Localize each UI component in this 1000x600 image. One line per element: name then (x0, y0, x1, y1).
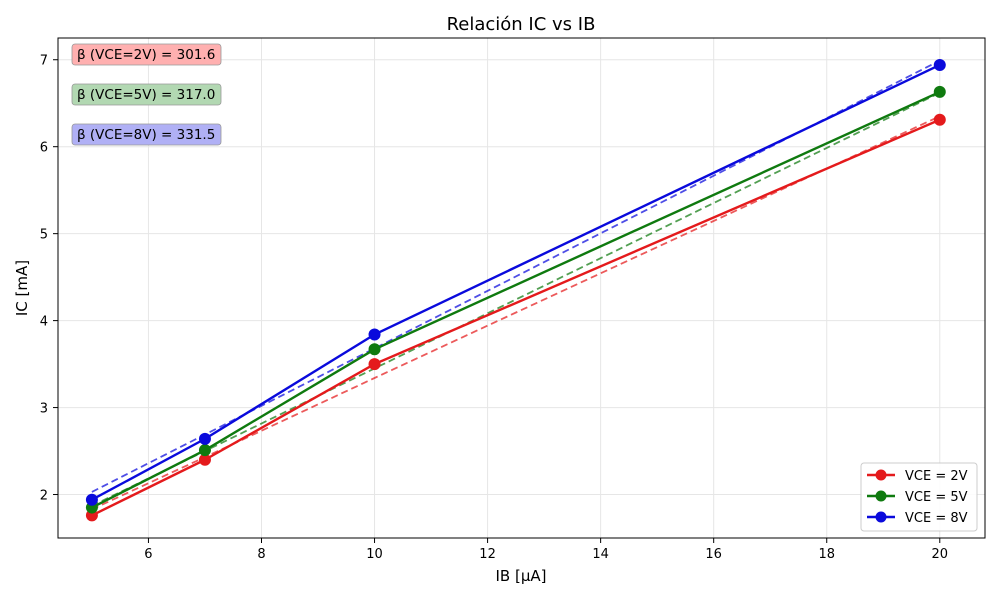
beta-annotations: β (VCE=2V) = 301.6 β (VCE=5V) = 317.0 β (V… (71, 43, 222, 146)
y-tick-label: 3 (40, 402, 48, 417)
y-tick-label: 4 (40, 315, 48, 330)
line-series-1 (91, 90, 941, 509)
data-point-series-1 (198, 444, 211, 457)
data-point-series-0 (368, 358, 381, 371)
legend-swatch-marker (875, 490, 887, 502)
legend-entry: VCE = 5V (905, 490, 968, 505)
x-tick-label: 14 (592, 547, 609, 562)
x-tick-label: 8 (257, 547, 265, 562)
line-series-2 (91, 63, 941, 501)
data-point-series-2 (198, 432, 211, 445)
legend: VCE = 2V VCE = 5V VCE = 8V (860, 462, 978, 532)
legend-box (860, 462, 978, 532)
chart-title: Relación IC vs IB (447, 14, 596, 35)
beta-annotation-text: β (VCE=2V) = 301.6 (77, 47, 215, 63)
x-tick-label: 6 (144, 547, 152, 562)
beta-annotation-text: β (VCE=8V) = 331.5 (77, 127, 215, 143)
x-tick-label: 16 (705, 547, 722, 562)
data-point-series-2 (85, 493, 98, 506)
line-series-0 (91, 118, 941, 517)
beta-annotation-box (71, 83, 222, 106)
fit-lines (91, 59, 941, 511)
fit-line-series-2 (91, 59, 941, 493)
series-lines (91, 63, 941, 517)
legend-entry: VCE = 8V (905, 511, 968, 526)
legend-swatch-marker (875, 469, 887, 481)
x-axis-label: IB [μA] (496, 567, 547, 585)
beta-annotation-text: β (VCE=5V) = 317.0 (77, 87, 215, 103)
x-tick-label: 20 (932, 547, 949, 562)
legend-entry: VCE = 2V (905, 469, 968, 484)
y-tick-label: 5 (40, 228, 48, 243)
x-tick-label: 18 (818, 547, 835, 562)
data-point-series-1 (368, 343, 381, 356)
plot-frame (57, 37, 986, 539)
x-tick-label: 10 (366, 547, 383, 562)
data-point-series-2 (368, 328, 381, 341)
y-tick-label: 7 (40, 54, 48, 69)
data-point-series-0 (198, 453, 211, 466)
grid (58, 38, 985, 538)
y-axis-label: IC [mA] (13, 260, 31, 316)
beta-annotation-box (71, 123, 222, 146)
y-tick-label: 2 (40, 489, 48, 504)
data-point-series-0 (933, 113, 946, 126)
fit-line-series-1 (91, 91, 941, 507)
data-point-series-1 (933, 85, 946, 98)
legend-swatch-marker (875, 511, 887, 523)
x-tick-label: 12 (479, 547, 496, 562)
data-point-series-2 (933, 58, 946, 71)
data-points (85, 58, 946, 522)
beta-annotation-box (71, 43, 222, 66)
ticks: 6 8 10 12 14 16 18 20 2 3 4 5 6 7 (40, 54, 948, 562)
y-tick-label: 6 (40, 141, 48, 156)
